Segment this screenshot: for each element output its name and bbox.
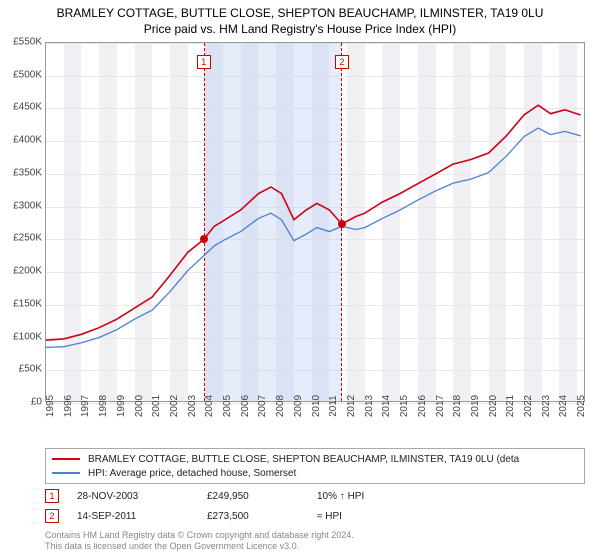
x-tick-label: 2018: [452, 395, 463, 417]
x-tick-label: 2014: [381, 395, 392, 417]
x-tick-label: 2023: [541, 395, 552, 417]
x-tick-label: 2025: [576, 395, 587, 417]
x-tick-label: 1998: [98, 395, 109, 417]
x-tick-label: 2007: [257, 395, 268, 417]
legend-item: BRAMLEY COTTAGE, BUTTLE CLOSE, SHEPTON B…: [52, 452, 578, 466]
x-tick-label: 2011: [328, 395, 339, 417]
legend: BRAMLEY COTTAGE, BUTTLE CLOSE, SHEPTON B…: [45, 448, 585, 484]
sale-marker-box: 1: [197, 55, 211, 69]
x-tick-label: 2004: [204, 395, 215, 417]
sale-marker-box: 2: [335, 55, 349, 69]
y-tick-label: £550K: [13, 37, 42, 48]
sale-marker-icon: 1: [45, 489, 59, 503]
x-tick-label: 2010: [311, 395, 322, 417]
sale-dot-icon: [200, 235, 208, 243]
plot-area: 12: [45, 42, 585, 402]
x-tick-label: 2001: [151, 395, 162, 417]
x-tick-label: 2024: [558, 395, 569, 417]
x-tick-label: 2013: [364, 395, 375, 417]
series-line: [46, 128, 581, 347]
x-tick-label: 2019: [470, 395, 481, 417]
x-tick-label: 1997: [80, 395, 91, 417]
x-tick-label: 2017: [435, 395, 446, 417]
x-tick-label: 2021: [505, 395, 516, 417]
x-tick-label: 2016: [417, 395, 428, 417]
footer-attribution: Contains HM Land Registry data © Crown c…: [45, 530, 354, 553]
chart-subtitle: Price paid vs. HM Land Registry's House …: [10, 22, 590, 36]
y-tick-label: £0: [31, 397, 42, 408]
sale-price: £249,950: [207, 491, 317, 502]
x-tick-label: 2015: [399, 395, 410, 417]
sale-marker-icon: 2: [45, 509, 59, 523]
sales-row: 1 28-NOV-2003 £249,950 10% ↑ HPI: [45, 486, 585, 506]
footer-line: Contains HM Land Registry data © Crown c…: [45, 530, 354, 541]
title-block: BRAMLEY COTTAGE, BUTTLE CLOSE, SHEPTON B…: [0, 0, 600, 38]
y-tick-label: £450K: [13, 102, 42, 113]
y-tick-label: £250K: [13, 233, 42, 244]
x-tick-label: 1995: [45, 395, 56, 417]
footer-line: This data is licensed under the Open Gov…: [45, 541, 354, 552]
sale-delta: 10% ↑ HPI: [317, 491, 437, 502]
y-tick-label: £100K: [13, 331, 42, 342]
legend-item: HPI: Average price, detached house, Some…: [52, 466, 578, 480]
x-tick-label: 2022: [523, 395, 534, 417]
line-series-svg: [46, 43, 584, 401]
x-tick-label: 1999: [116, 395, 127, 417]
y-tick-label: £150K: [13, 298, 42, 309]
x-tick-label: 2012: [346, 395, 357, 417]
chart-title: BRAMLEY COTTAGE, BUTTLE CLOSE, SHEPTON B…: [10, 6, 590, 20]
series-line: [46, 105, 581, 340]
y-tick-label: £500K: [13, 69, 42, 80]
x-tick-label: 2003: [187, 395, 198, 417]
y-tick-label: £300K: [13, 200, 42, 211]
x-tick-label: 2009: [293, 395, 304, 417]
x-tick-label: 2006: [240, 395, 251, 417]
x-tick-label: 2005: [222, 395, 233, 417]
sale-price: £273,500: [207, 511, 317, 522]
legend-swatch: [52, 458, 80, 460]
x-tick-label: 2002: [169, 395, 180, 417]
sale-date: 28-NOV-2003: [77, 491, 207, 502]
y-tick-label: £50K: [19, 364, 42, 375]
y-tick-label: £350K: [13, 167, 42, 178]
sale-date: 14-SEP-2011: [77, 511, 207, 522]
sales-table: 1 28-NOV-2003 £249,950 10% ↑ HPI 2 14-SE…: [45, 486, 585, 526]
x-tick-label: 2020: [488, 395, 499, 417]
sale-delta: ≈ HPI: [317, 511, 437, 522]
sale-dot-icon: [338, 220, 346, 228]
x-tick-label: 1996: [63, 395, 74, 417]
y-tick-label: £200K: [13, 266, 42, 277]
legend-label: HPI: Average price, detached house, Some…: [88, 468, 296, 479]
x-tick-label: 2008: [275, 395, 286, 417]
legend-swatch: [52, 472, 80, 474]
chart-container: BRAMLEY COTTAGE, BUTTLE CLOSE, SHEPTON B…: [0, 0, 600, 560]
x-tick-label: 2000: [134, 395, 145, 417]
sales-row: 2 14-SEP-2011 £273,500 ≈ HPI: [45, 506, 585, 526]
legend-label: BRAMLEY COTTAGE, BUTTLE CLOSE, SHEPTON B…: [88, 454, 519, 465]
y-tick-label: £400K: [13, 135, 42, 146]
